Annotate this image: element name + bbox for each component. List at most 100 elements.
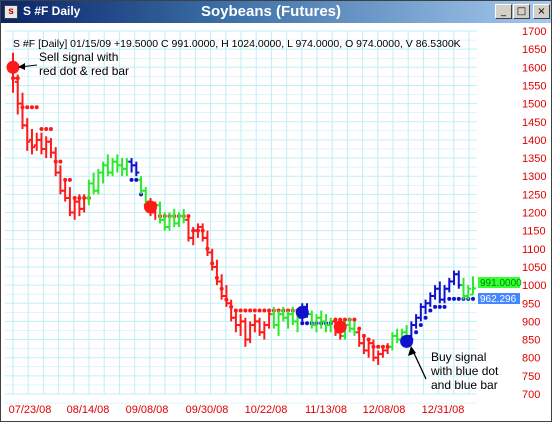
x-tick-label: 12/31/08 [422,404,465,416]
y-axis: 700 750 800 850 900 950 1000 1050 1100 1150 1200 12… [522,26,546,401]
stop-dot [471,296,475,301]
y-tick-label: 1050 [522,262,546,274]
stop-price-badge: 962.296 [478,293,520,305]
stop-dot [437,304,442,309]
y-tick-label: 1500 [522,99,546,111]
chart-area[interactable]: 700 750 800 850 900 950 1000 1050 1100 1150 1200 12… [1,23,551,421]
y-tick-label: 1000 [522,280,546,292]
stop-dot [262,308,267,313]
x-tick-label: 12/08/08 [363,404,406,416]
chart-title: Soybeans (Futures) [200,3,342,20]
x-tick-label: 07/23/08 [9,404,52,416]
chart-subtitle: S #F [Daily] 01/15/09 +19.5000 C 991.000… [13,38,461,50]
price-bar [318,310,325,329]
buy-signal-dot [400,334,414,348]
stop-dot [414,330,419,335]
stop-dot [428,308,433,313]
stop-dot [58,159,63,164]
sell-signal-dot [333,320,347,334]
price-bar [351,321,358,336]
stop-dot [418,323,423,328]
maximize-button[interactable]: □ [513,4,530,19]
y-tick-label: 950 [522,298,540,310]
stop-dot [456,296,461,301]
price-bar [427,292,434,307]
x-axis: 07/23/08 08/14/08 09/08/08 09/30/08 10/22/08… [9,404,465,416]
y-tick-label: 1300 [522,171,546,183]
stop-dot [243,308,248,313]
stop-dot [300,321,305,326]
price-bar [327,317,334,333]
price-chart[interactable]: 700 750 800 850 900 950 1000 1050 1100 1150 1200 12… [1,23,551,421]
stop-dot [134,177,139,182]
close-button[interactable]: × [533,4,550,19]
price-bar [237,314,244,336]
stop-dot [238,308,243,313]
stop-dot [452,296,457,301]
y-tick-label: 1250 [522,189,546,201]
stop-dot [25,105,30,110]
close-price-box [478,277,520,288]
price-bar [251,314,258,333]
y-tick-label: 750 [522,371,540,383]
price-bar [180,208,187,224]
y-tick-label: 850 [522,335,540,347]
y-tick-label: 1200 [522,208,546,220]
stop-dot [342,317,347,322]
price-bar [451,270,458,286]
x-tick-label: 10/22/08 [245,404,288,416]
price-bar [322,314,329,333]
stop-dot [34,105,39,110]
stop-dot [29,105,34,110]
x-tick-label: 08/14/08 [67,404,110,416]
buy-annotation: Buy signal with blue dot and blue bar [408,346,499,392]
stop-dot [305,321,310,326]
y-tick-label: 700 [522,389,540,401]
y-tick-label: 900 [522,316,540,328]
y-tick-label: 1550 [522,80,546,92]
window-title: S #F Daily [23,4,81,18]
chart-grid [5,30,477,404]
y-tick-label: 1100 [522,244,546,256]
stop-dot [442,304,447,309]
price-bar [24,118,31,151]
price-bar [432,285,439,300]
stop-dot [44,127,49,132]
stop-dot [252,308,257,313]
title-bar[interactable]: s S #F Daily Soybeans (Futures) _ □ × [1,1,551,23]
y-tick-label: 1150 [522,226,546,238]
y-tick-label: 800 [522,353,540,365]
sell-annotation-line-2: red dot & red bar [39,64,129,78]
price-bar [394,328,401,344]
sell-arrow-head [18,63,25,70]
buy-annotation-line-3: and blue bar [431,378,498,392]
x-tick-label: 09/08/08 [126,404,169,416]
stop-price-label: 962.296 [480,294,517,305]
minimize-button[interactable]: _ [495,4,512,19]
price-bar [28,129,35,155]
y-tick-label: 1700 [522,26,546,38]
buy-annotation-line-1: Buy signal [431,350,486,364]
price-bar [470,276,476,296]
stop-dot [257,308,262,313]
stop-dot [433,304,438,309]
price-bar [175,212,182,228]
chart-app-icon[interactable]: s [4,5,18,19]
sell-annotation-line-1: Sell signal with [39,50,118,64]
stop-price-box [478,293,520,304]
stop-dot [39,127,44,132]
y-tick-label: 1400 [522,135,546,147]
stop-dot [376,344,381,349]
price-bar [47,138,54,159]
price-bar [280,306,287,322]
price-bar [242,317,249,347]
y-tick-label: 1650 [522,44,546,56]
stop-dot [423,315,428,320]
price-bar [133,161,140,177]
price-bar [19,92,26,130]
stop-dot [352,317,357,322]
price-bars [10,52,476,365]
signal-dots [6,60,414,348]
close-price-label: 991.0000 [480,278,522,289]
